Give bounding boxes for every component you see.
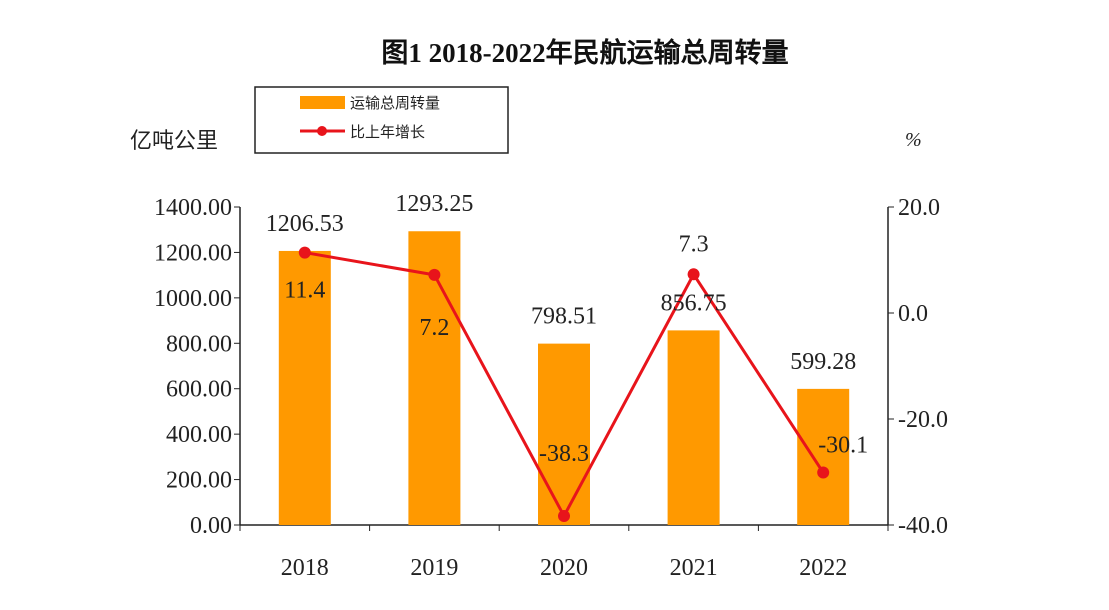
growth-value-label: 7.2 <box>419 315 449 341</box>
x-tick-label: 2018 <box>281 555 329 581</box>
x-tick-label: 2021 <box>670 555 718 581</box>
growth-point <box>558 509 570 522</box>
bar-value-label: 599.28 <box>790 349 856 375</box>
legend-bar-swatch <box>300 96 345 109</box>
legend-box <box>254 86 509 154</box>
x-tick-label: 2019 <box>410 555 458 581</box>
left-axis-label: 亿吨公里 <box>130 128 218 153</box>
legend: 运输总周转量 比上年增长 <box>254 86 509 154</box>
left-tick-label: 400.00 <box>166 422 232 448</box>
bar-value-label: 1206.53 <box>266 211 344 237</box>
growth-value-label: -38.3 <box>539 441 589 467</box>
right-tick-label: 20.0 <box>898 195 940 221</box>
bar <box>538 343 590 525</box>
left-tick-label: 200.00 <box>166 468 232 494</box>
x-tick-label: 2022 <box>799 555 847 581</box>
right-tick-label: -40.0 <box>898 513 948 539</box>
left-tick-label: 1200.00 <box>154 240 232 266</box>
bar-value-label: 1293.25 <box>395 191 473 217</box>
growth-point <box>298 246 311 259</box>
legend-line-marker <box>317 126 327 136</box>
left-tick-label: 1000.00 <box>154 286 232 312</box>
left-tick-label: 600.00 <box>166 377 232 403</box>
growth-point <box>428 268 441 281</box>
right-axis-label: % <box>905 129 922 151</box>
right-tick-label: -20.0 <box>898 407 948 433</box>
bar <box>667 330 720 525</box>
x-tick-label: 2020 <box>540 555 588 581</box>
left-tick-label: 0.00 <box>190 513 232 539</box>
left-tick-label: 800.00 <box>166 331 232 357</box>
bar-value-label: 798.51 <box>531 304 597 330</box>
legend-line-label: 比上年增长 <box>350 124 425 141</box>
legend-bar-label: 运输总周转量 <box>350 95 440 112</box>
left-tick-label: 1400.00 <box>154 195 232 221</box>
bar-value-label: 856.75 <box>661 290 727 316</box>
growth-point <box>817 466 830 479</box>
bar <box>278 250 331 526</box>
right-tick-label: 0.0 <box>898 301 928 327</box>
growth-value-label: -30.1 <box>818 433 868 459</box>
bar <box>797 388 850 525</box>
chart-title: 图1 2018-2022年民航运输总周转量 <box>381 37 788 68</box>
growth-value-label: 11.4 <box>284 278 325 304</box>
growth-point <box>687 268 700 281</box>
growth-value-label: 7.3 <box>679 231 709 257</box>
